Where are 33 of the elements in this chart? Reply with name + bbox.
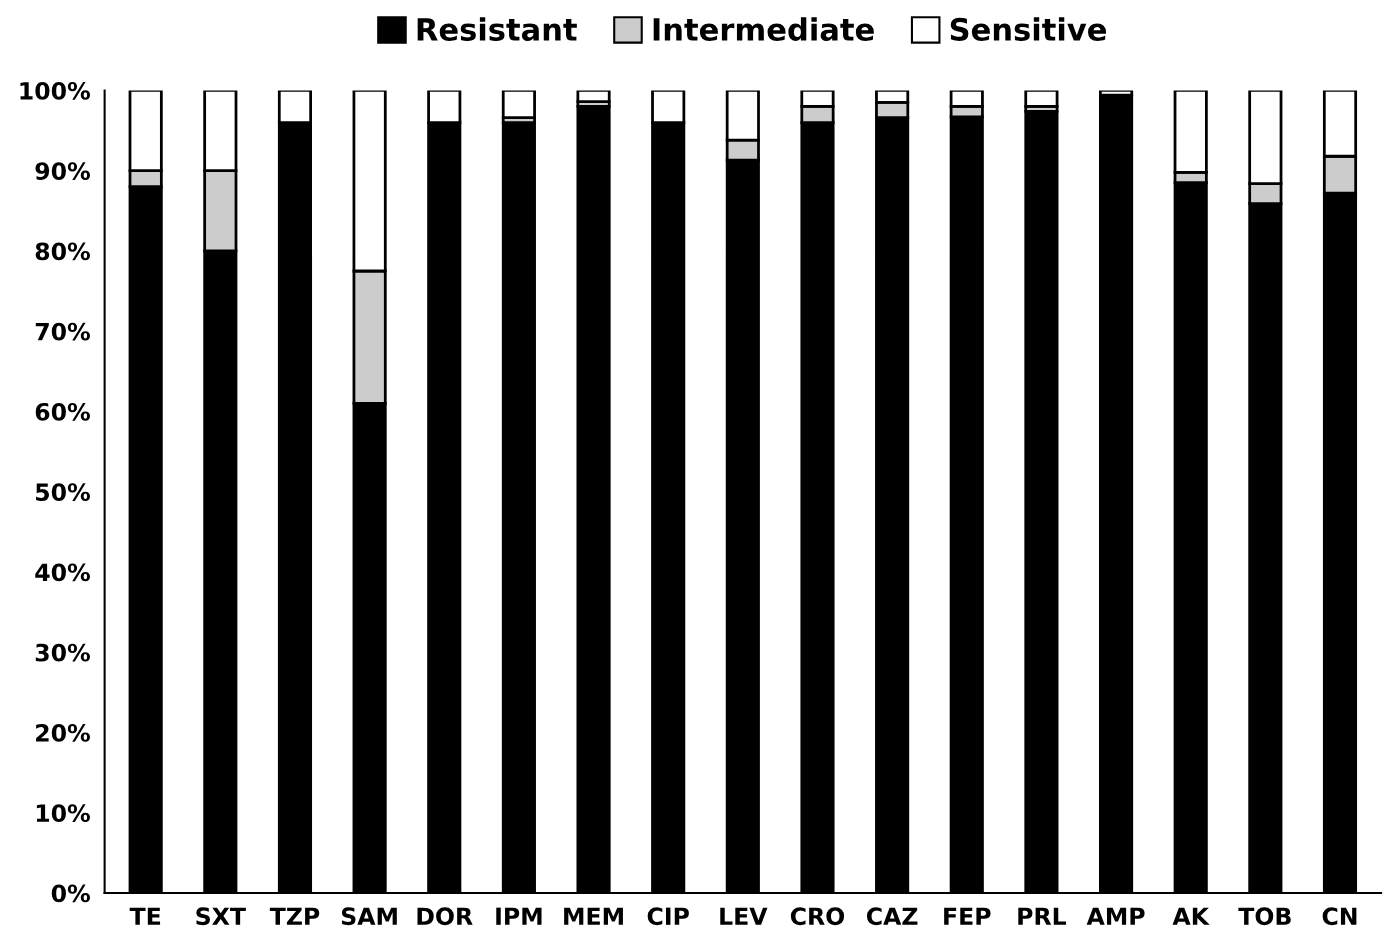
y-tick-label: 40% <box>35 563 90 582</box>
bar <box>501 90 536 120</box>
y-tick-label: 10% <box>36 804 90 823</box>
y-tick-label: 60% <box>35 402 90 421</box>
y-tick-label: 50% <box>36 483 90 502</box>
x-tick-label: TOB <box>1238 907 1291 926</box>
x-tick-label: CN <box>1322 907 1357 926</box>
y-tick-label: 90% <box>35 162 90 180</box>
x-tick-label: PRL <box>1018 907 1067 925</box>
legend-label: Intermediate <box>653 17 874 41</box>
y-tick-label: 0% <box>51 884 90 903</box>
y-tick-label: 20% <box>36 723 90 742</box>
x-tick-label: AMP <box>1086 907 1145 925</box>
legend-label: Sensitive <box>950 17 1106 41</box>
x-tick-label: SAM <box>341 907 397 926</box>
x-tick-label: TZP <box>269 907 320 925</box>
x-tick-label: FEP <box>944 907 991 925</box>
x-tick-label: CAZ <box>866 907 918 926</box>
y-tick-label: 80% <box>35 242 90 261</box>
y-tick-label: 100% <box>20 81 90 100</box>
legend-label: Resistant <box>417 17 577 41</box>
y-tick-label: 30% <box>35 643 90 662</box>
x-tick-label: DOR <box>417 907 473 926</box>
x-tick-label: CIP <box>647 907 689 926</box>
x-tick-label: LEV <box>720 907 768 925</box>
bar <box>576 90 611 104</box>
x-tick-label: AK <box>1172 907 1210 925</box>
y-tick-label: 70% <box>35 322 90 341</box>
x-tick-label: SXT <box>196 907 246 926</box>
x-tick-label: CRO <box>790 907 845 926</box>
x-tick-label: IPM <box>496 907 542 925</box>
x-tick-label: TE <box>129 907 161 925</box>
x-tick-label: MEM <box>564 907 623 925</box>
